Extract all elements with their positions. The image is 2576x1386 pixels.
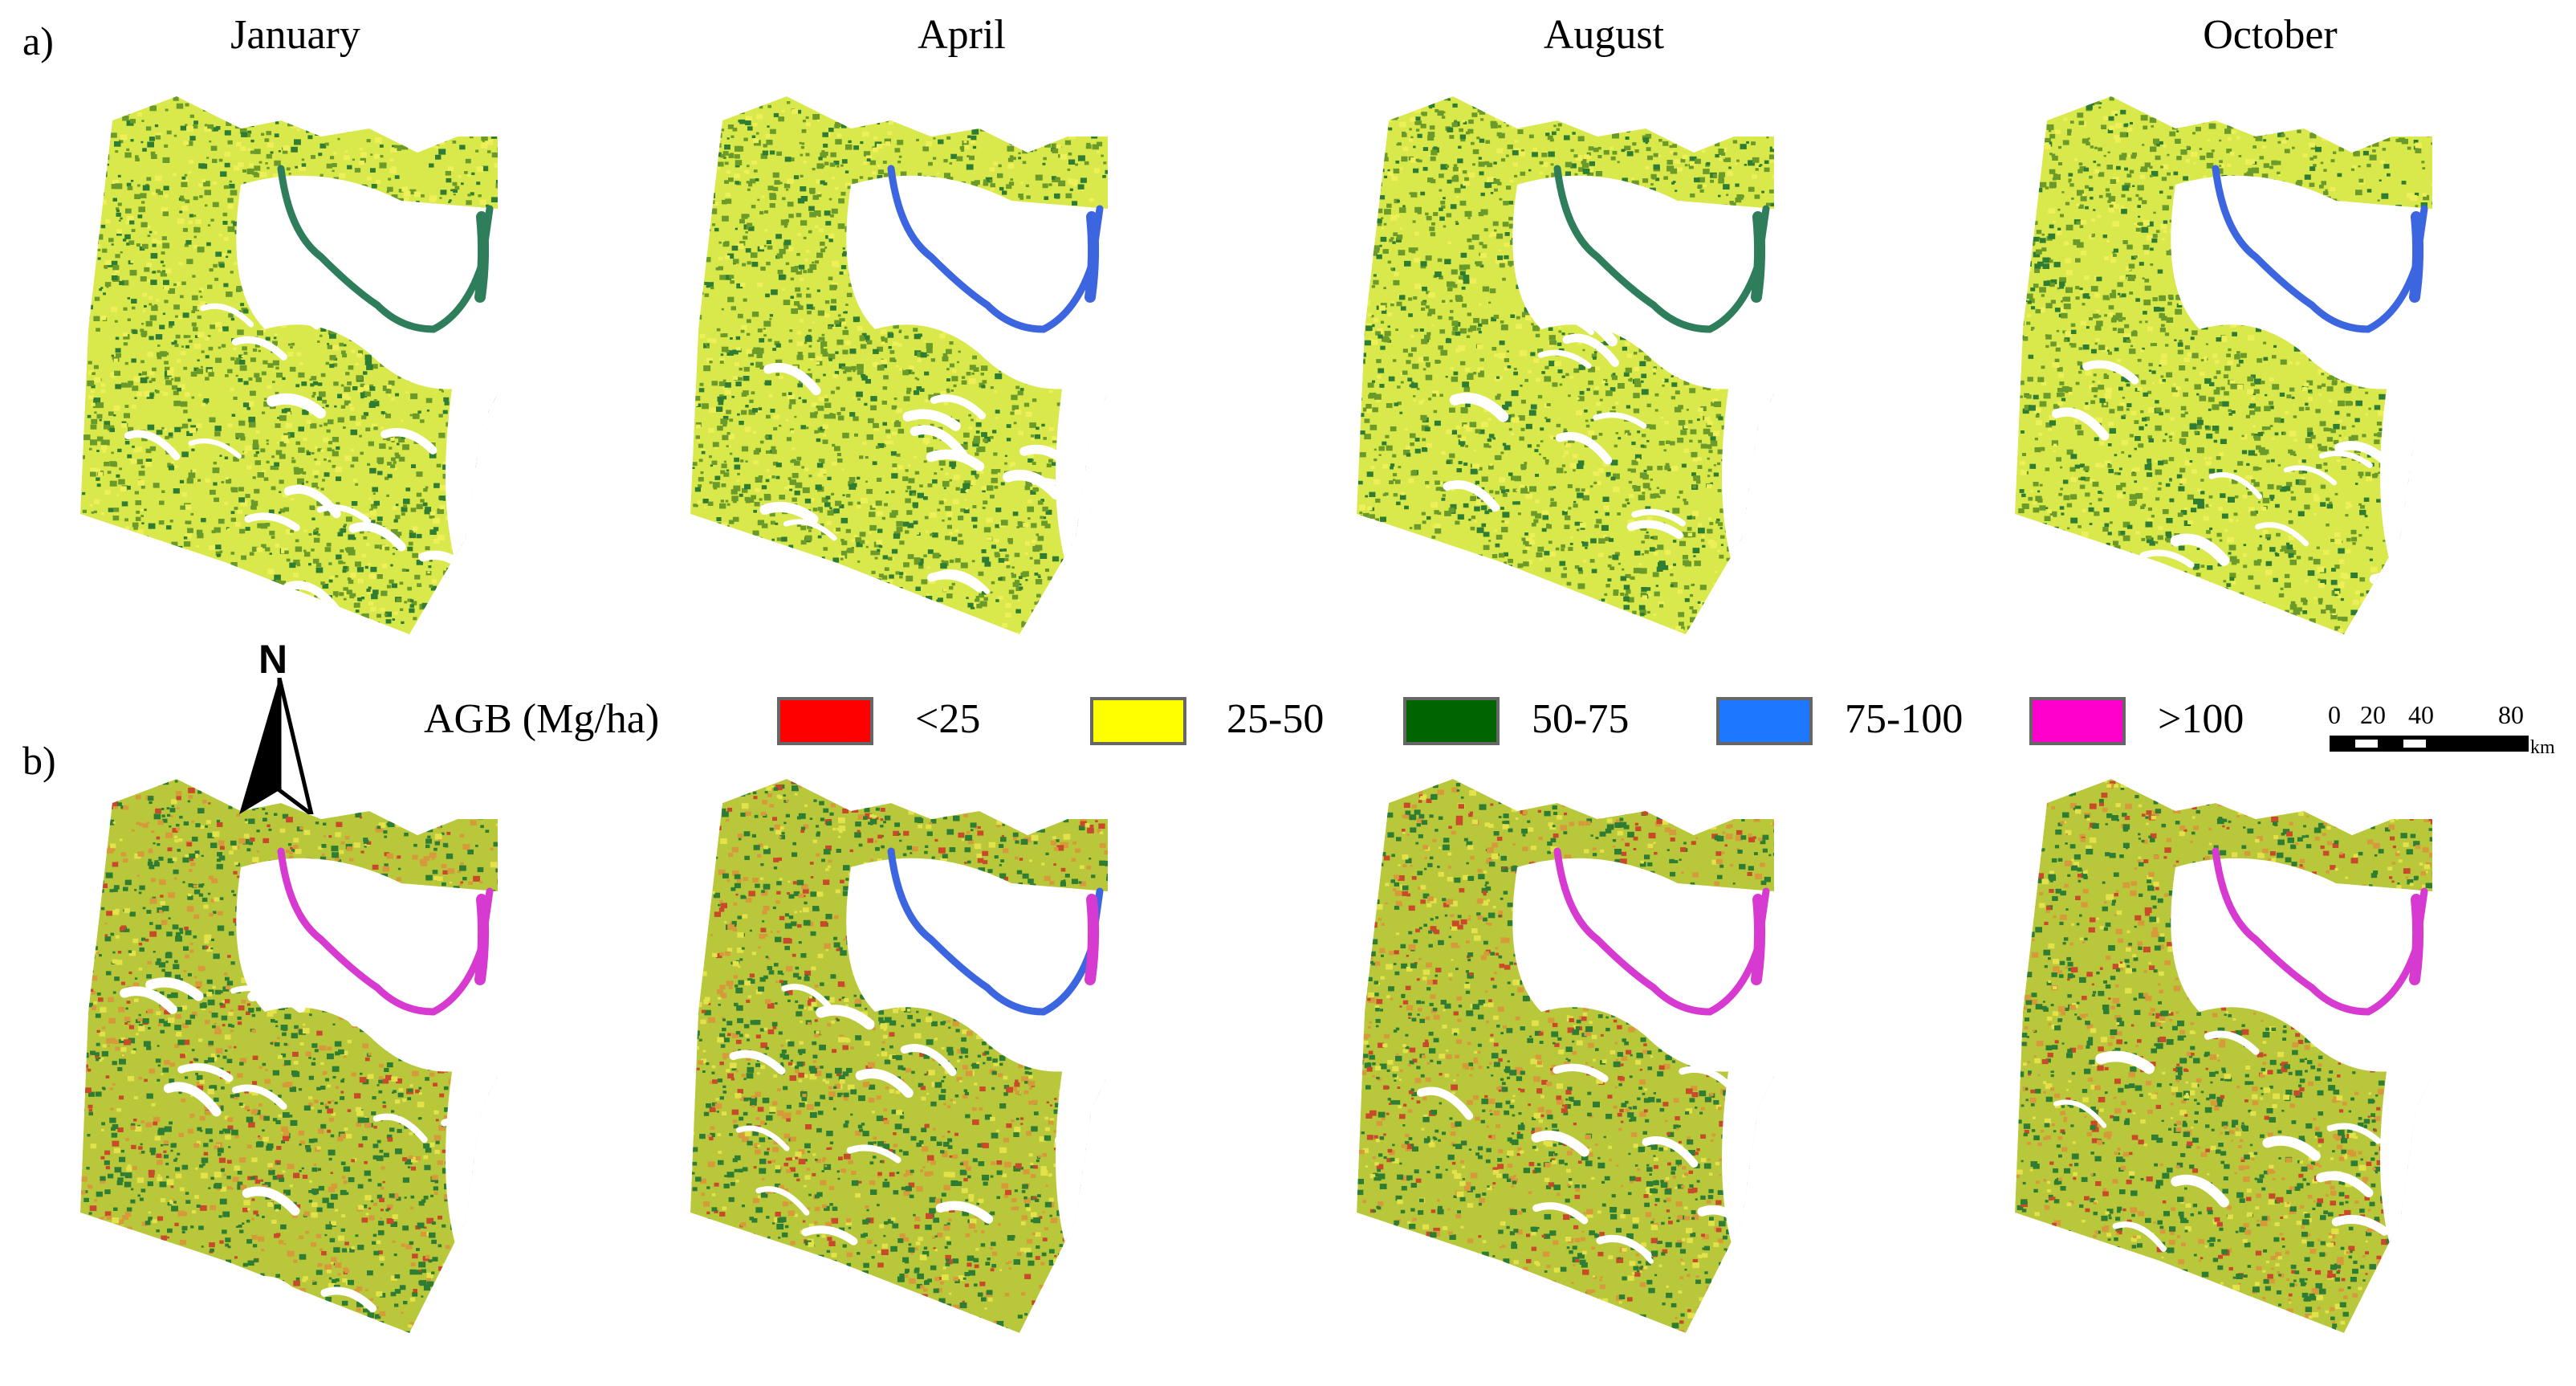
- month-header-january: January: [95, 11, 496, 59]
- legend-label-50-75: 50-75: [1532, 695, 1629, 743]
- month-header-october: October: [2069, 11, 2471, 59]
- legend-swatch-lt25: [777, 697, 873, 745]
- legend-title: AGB (Mg/ha): [424, 695, 659, 743]
- legend-swatch-75-100: [1716, 697, 1813, 745]
- map-b-april: [690, 779, 1108, 1333]
- map-b-january: [80, 779, 498, 1333]
- legend-swatch-25-50: [1090, 697, 1186, 745]
- north-arrow-label: N: [258, 636, 287, 683]
- row-label-b: b): [22, 737, 56, 784]
- scale-tick-0: 0: [2328, 700, 2341, 730]
- legend-label-75-100: 75-100: [1845, 695, 1963, 743]
- north-arrow-icon: [239, 678, 314, 814]
- scale-tick-80: 80: [2498, 700, 2524, 730]
- scale-unit: km: [2530, 737, 2555, 759]
- scale-bar: 0 20 40 80 km: [2328, 700, 2569, 764]
- legend-label-25-50: 25-50: [1227, 695, 1324, 743]
- month-header-april: April: [761, 11, 1162, 59]
- legend-swatch-gt100: [2029, 697, 2126, 745]
- row-label-a: a): [22, 18, 54, 64]
- map-a-october: [2015, 96, 2432, 634]
- north-arrow: N: [231, 636, 328, 821]
- legend-swatch-50-75: [1403, 697, 1500, 745]
- map-b-october: [2015, 779, 2432, 1333]
- map-a-august: [1357, 96, 1774, 634]
- scale-tick-20: 20: [2360, 700, 2386, 730]
- month-header-august: August: [1403, 11, 1805, 59]
- legend-label-gt100: >100: [2158, 695, 2244, 743]
- map-a-april: [690, 96, 1108, 634]
- map-b-august: [1357, 779, 1774, 1333]
- scale-bar-graphic: [2330, 736, 2529, 752]
- map-a-january: [80, 96, 498, 634]
- scale-tick-40: 40: [2408, 700, 2434, 730]
- legend-label-lt25: <25: [915, 695, 980, 743]
